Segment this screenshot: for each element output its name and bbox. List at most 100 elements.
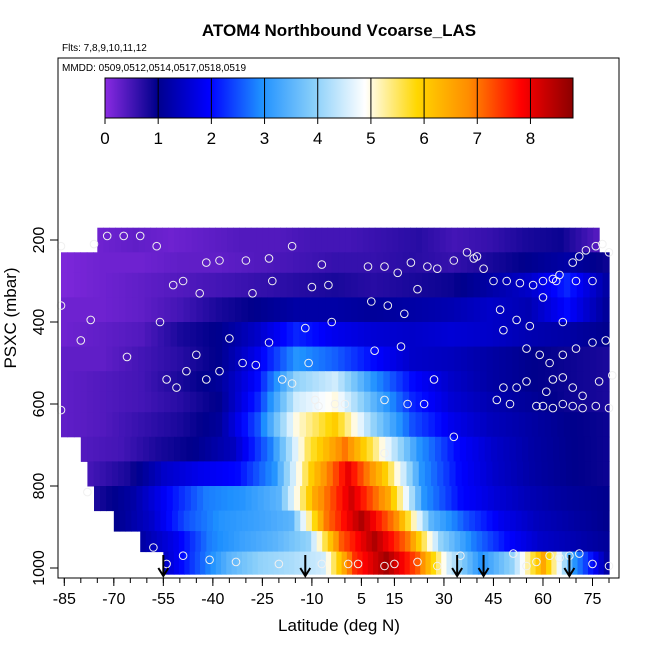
heatmap-cell — [383, 252, 391, 274]
heatmap-cell — [215, 322, 223, 348]
heatmap-cell — [499, 486, 507, 512]
heatmap-cell — [357, 297, 365, 323]
heatmap-cell — [544, 252, 552, 274]
heatmap-cell — [119, 272, 127, 298]
heatmap-cell — [357, 346, 365, 372]
heatmap-cell — [130, 461, 138, 487]
heatmap-cell — [142, 436, 150, 462]
heatmap-cell — [80, 436, 88, 462]
heatmap-cell — [548, 486, 556, 512]
heatmap-cell — [498, 227, 506, 253]
heatmap-cell — [540, 227, 547, 253]
sample-point — [449, 256, 459, 265]
sample-point — [205, 555, 214, 565]
heatmap-cell — [357, 461, 365, 487]
heatmap-cell — [572, 551, 579, 575]
heatmap-cell — [578, 486, 586, 512]
heatmap-cell — [357, 412, 365, 438]
heatmap-cell — [233, 531, 241, 553]
heatmap-cell — [183, 297, 191, 323]
heatmap-cell — [222, 322, 230, 348]
heatmap-cell — [145, 531, 152, 553]
sample-point — [499, 325, 508, 335]
heatmap-cell — [189, 297, 197, 323]
heatmap-cell — [584, 461, 592, 487]
heatmap-cell — [357, 371, 365, 393]
heatmap-cell — [447, 322, 455, 348]
heatmap-cell — [510, 227, 518, 253]
heatmap-cell — [383, 412, 391, 438]
heatmap-cell — [256, 227, 264, 253]
heatmap-cell — [125, 297, 133, 323]
colorbar-tick-label: 3 — [260, 129, 269, 148]
heatmap-cell — [209, 272, 217, 298]
heatmap-cell — [525, 272, 533, 298]
heatmap-cell — [528, 227, 535, 253]
heatmap-cell — [318, 322, 326, 348]
heatmap-cell — [415, 252, 423, 274]
heatmap-cell — [254, 436, 262, 462]
heatmap-cell — [447, 436, 455, 462]
sample-point — [538, 276, 548, 286]
heatmap-cell — [415, 346, 423, 372]
heatmap-cell — [189, 510, 196, 532]
sample-point — [604, 248, 614, 257]
heatmap-cell — [329, 510, 336, 532]
heatmap-cell — [184, 486, 192, 512]
heatmap-cell — [61, 322, 69, 348]
heatmap-cell — [575, 227, 582, 253]
heatmap-cell — [480, 510, 488, 532]
sample-point — [264, 254, 274, 263]
heatmap-cell — [351, 322, 359, 348]
heatmap-cell — [259, 461, 266, 487]
heatmap-cell — [499, 272, 507, 298]
heatmap-cell — [428, 297, 436, 323]
heatmap-cell — [483, 551, 490, 575]
heatmap-cell — [499, 252, 507, 274]
heatmap-cell — [504, 551, 510, 575]
heatmap-cell — [73, 272, 81, 298]
heatmap-cell — [596, 346, 604, 372]
sample-point — [413, 284, 422, 294]
heatmap-cell — [518, 486, 525, 512]
heatmap-cell — [378, 486, 386, 512]
heatmap-cell — [125, 371, 133, 393]
heatmap-cell — [570, 272, 578, 298]
heatmap-cell — [238, 227, 246, 253]
heatmap-cell — [312, 391, 320, 413]
heatmap-cell — [144, 297, 152, 323]
heatmap-cell — [230, 510, 237, 532]
heatmap-cell — [239, 531, 246, 553]
heatmap-cell — [267, 391, 275, 413]
heatmap-cell — [575, 531, 583, 553]
heatmap-cell — [402, 272, 410, 298]
heatmap-cell — [241, 297, 249, 323]
heatmap-cell — [286, 252, 294, 274]
heatmap-cell — [434, 252, 442, 274]
heatmap-cell — [441, 371, 449, 393]
heatmap-cell — [467, 461, 475, 487]
heatmap-cell — [173, 531, 180, 553]
heatmap-cell — [422, 391, 430, 413]
heatmap-cell — [559, 436, 567, 462]
heatmap-cell — [509, 510, 517, 532]
sample-points-layer — [56, 231, 617, 571]
heatmap-cell — [67, 322, 75, 348]
sample-point — [56, 405, 66, 415]
heatmap-cell — [590, 486, 598, 512]
heatmap-cell — [406, 461, 414, 487]
heatmap-cell — [563, 252, 571, 274]
heatmap-cell — [80, 412, 88, 438]
heatmap-cell — [177, 252, 185, 274]
heatmap-cell — [148, 510, 156, 532]
heatmap-cell — [273, 391, 281, 413]
heatmap-cell — [527, 510, 534, 532]
heatmap-cell — [505, 346, 513, 372]
sample-point — [499, 383, 508, 392]
heatmap-cell — [366, 486, 374, 512]
heatmap-cell — [253, 510, 261, 532]
heatmap-cell — [289, 551, 296, 575]
heatmap-cell — [131, 297, 139, 323]
heatmap-cell — [394, 551, 400, 575]
heatmap-cell — [257, 551, 264, 575]
